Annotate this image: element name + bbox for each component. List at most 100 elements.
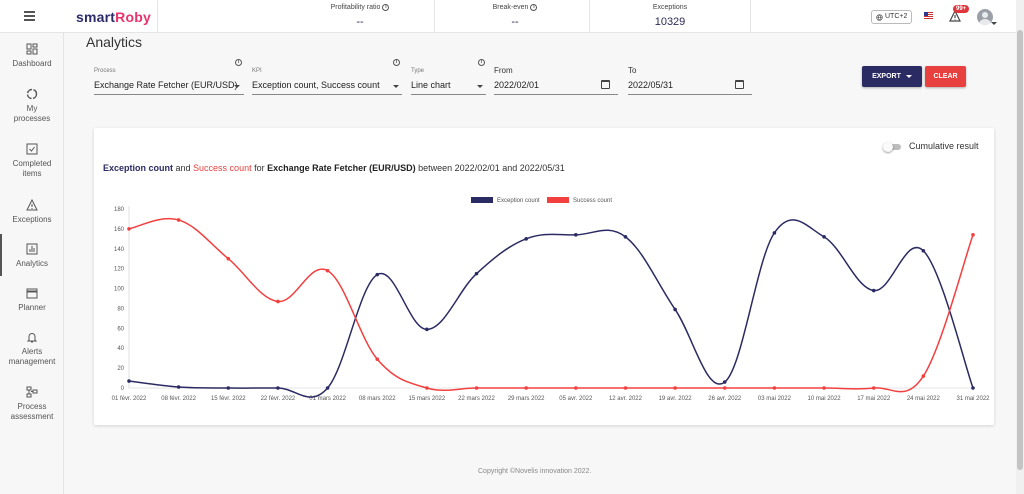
subtitle-range: between 2022/02/01 and 2022/05/31 — [415, 163, 565, 173]
alert-icon[interactable] — [949, 10, 961, 22]
chevron-down-icon — [477, 85, 483, 88]
data-point — [226, 256, 231, 261]
x-tick-label: 01 févr. 2022 — [112, 396, 147, 402]
data-point — [722, 386, 727, 390]
type-select[interactable]: Type Line chart — [411, 68, 486, 95]
chevron-down-icon — [905, 75, 912, 78]
y-tick-label: 120 — [114, 267, 125, 273]
cumulative-toggle[interactable] — [883, 142, 903, 152]
alerts-badge: 99+ — [953, 5, 970, 13]
divider — [750, 0, 751, 33]
data-point — [127, 379, 131, 383]
toggle-track — [885, 144, 901, 150]
info-icon[interactable]: i — [530, 4, 538, 11]
y-tick-label: 160 — [114, 227, 125, 233]
to-date-input[interactable]: To 2022/05/31 — [628, 66, 752, 95]
clear-button[interactable]: CLEAR — [925, 66, 966, 87]
sidebar-item-label: Analytics — [15, 259, 48, 268]
field-label: KPI — [252, 68, 262, 74]
subtitle-process: Exchange Rate Fetcher (EUR/USD) — [267, 163, 416, 173]
x-tick-label: 01 mars 2022 — [309, 396, 346, 402]
data-point — [822, 235, 826, 239]
data-point — [971, 386, 975, 390]
data-point — [822, 386, 826, 390]
data-point — [772, 386, 777, 390]
bell-icon — [26, 333, 38, 343]
sidebar-item-dashboard[interactable]: Dashboard — [0, 43, 64, 69]
divider — [157, 0, 158, 33]
data-point — [375, 272, 380, 277]
legend-swatch — [547, 197, 569, 203]
x-tick-label: 05 avr. 2022 — [559, 396, 593, 402]
data-point — [276, 299, 280, 304]
y-tick-label: 0 — [121, 386, 125, 392]
avatar[interactable] — [977, 9, 993, 25]
data-point — [127, 227, 131, 231]
x-tick-label: 03 mai 2022 — [758, 396, 792, 402]
logo[interactable]: smartRoby — [76, 9, 151, 25]
page-title: Analytics — [86, 34, 143, 50]
calendar-icon — [26, 288, 38, 299]
kpi-value: -- — [511, 16, 519, 28]
data-point — [474, 386, 479, 390]
calendar-icon[interactable] — [735, 80, 744, 89]
sidebar-item-planner[interactable]: Planner — [0, 287, 64, 313]
info-icon[interactable]: i — [235, 59, 242, 66]
sidebar-item-exceptions[interactable]: Exceptions — [0, 199, 64, 225]
y-tick-label: 40 — [117, 346, 124, 352]
subtitle-kpi2: Success count — [193, 163, 252, 173]
series-line-1 — [128, 219, 974, 398]
y-tick-label: 140 — [114, 247, 125, 253]
info-icon[interactable]: i — [382, 4, 390, 11]
data-point — [623, 386, 628, 390]
sidebar-item-analytics[interactable]: Analytics — [0, 243, 64, 269]
field-value: Line chart — [411, 80, 451, 90]
kpi-exceptions: Exceptions 10329 — [630, 4, 710, 28]
data-point — [772, 231, 777, 235]
field-underline — [494, 94, 618, 95]
sidebar-item-completed-items[interactable]: Completed items — [0, 143, 64, 179]
x-tick-label: 26 avr. 2022 — [708, 396, 742, 402]
active-indicator — [0, 234, 2, 276]
info-icon[interactable]: i — [393, 59, 400, 66]
from-date-input[interactable]: From 2022/02/01 — [494, 66, 618, 95]
sidebar-item-alerts-management[interactable]: Alerts management — [0, 331, 64, 367]
info-icon[interactable]: i — [478, 59, 485, 66]
menu-icon[interactable] — [22, 9, 40, 25]
data-point — [474, 271, 479, 276]
top-bar: smartRoby Profitability ratio i -- Break-… — [0, 0, 1016, 33]
scrollbar-thumb[interactable] — [1017, 30, 1023, 470]
page-scrollbar[interactable] — [1016, 0, 1024, 494]
timezone-selector[interactable]: UTC+2 — [871, 10, 913, 24]
logo-text-roby: Roby — [115, 9, 151, 25]
field-value: 2022/05/31 — [628, 80, 674, 90]
clear-label: CLEAR — [933, 73, 958, 80]
chevron-down-icon[interactable] — [991, 22, 997, 25]
data-point — [375, 357, 380, 361]
x-tick-label: 24 mai 2022 — [907, 396, 941, 402]
x-tick-label: 22 mars 2022 — [458, 396, 495, 402]
sidebar-item-my-processes[interactable]: My processes — [0, 88, 64, 124]
kpi-select[interactable]: KPI Exception count, Success count — [252, 68, 402, 95]
field-underline — [628, 94, 752, 95]
field-underline — [411, 94, 486, 95]
sidebar: Dashboard My processes Completed items E… — [0, 33, 64, 494]
kpi-profitability-ratio: Profitability ratio i -- — [310, 4, 410, 28]
sidebar-item-process-assessment[interactable]: Process assessment — [0, 386, 64, 422]
field-underline — [252, 94, 402, 95]
globe-icon — [876, 13, 883, 21]
logo-text-smart: smart — [76, 9, 116, 25]
legend-swatch — [471, 197, 493, 203]
x-tick-label: 19 avr. 2022 — [659, 396, 693, 402]
data-point — [673, 307, 677, 312]
kpi-label: Exceptions — [652, 4, 688, 11]
us-flag-icon[interactable] — [924, 12, 933, 19]
field-value: Exception count, Success count — [252, 80, 380, 90]
export-button[interactable]: EXPORT — [862, 66, 922, 87]
data-point — [176, 385, 181, 389]
data-point — [425, 327, 429, 332]
legend-label: Success count — [573, 198, 612, 204]
process-select[interactable]: Process Exchange Rate Fetcher (EUR/USD) — [94, 68, 244, 95]
calendar-icon[interactable] — [601, 80, 610, 89]
data-point — [425, 386, 429, 390]
